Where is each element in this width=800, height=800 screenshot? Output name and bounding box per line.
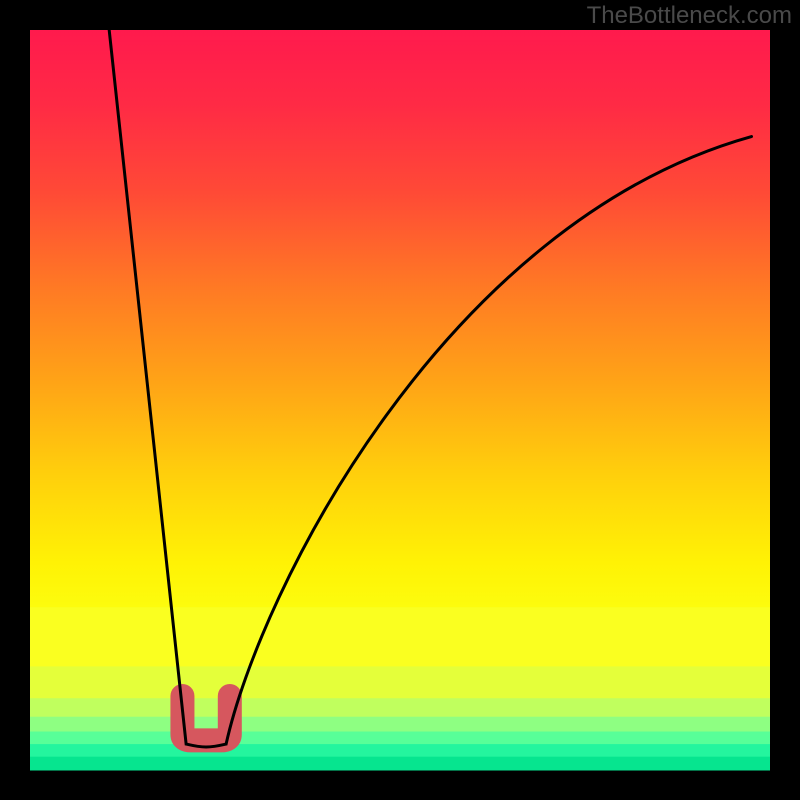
chart-svg	[0, 0, 800, 800]
chart-stage: TheBottleneck.com	[0, 0, 800, 800]
gradient-band	[30, 698, 770, 717]
gradient-band	[30, 666, 770, 698]
gradient-band	[30, 607, 770, 667]
gradient-band	[30, 757, 770, 771]
gradient-band	[30, 744, 770, 757]
gradient-band	[30, 732, 770, 745]
gradient-band	[30, 717, 770, 732]
